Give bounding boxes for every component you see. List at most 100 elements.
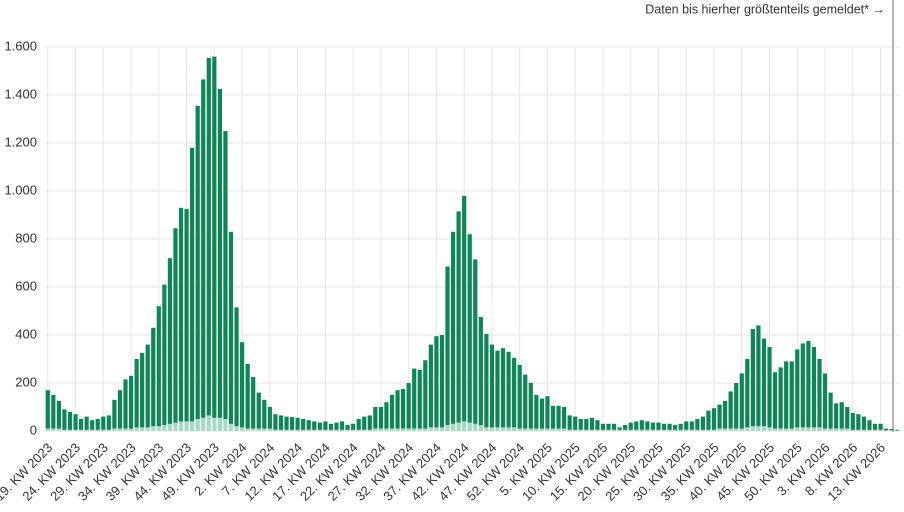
bar-segment	[561, 428, 567, 431]
bar-segment	[639, 429, 644, 431]
bar-segment	[606, 429, 611, 431]
bar-segment	[700, 429, 706, 431]
bar-segment	[384, 402, 389, 429]
bar-segment	[584, 429, 589, 431]
bar-segment	[362, 429, 367, 431]
bar-segment	[62, 409, 67, 430]
y-tick-label: 0	[30, 422, 37, 437]
bar-segment	[417, 369, 422, 429]
bar-segment	[478, 317, 483, 425]
bar-segment	[550, 428, 556, 431]
bar-segment	[828, 428, 833, 431]
bar-segment	[500, 348, 506, 428]
bar-segment	[262, 399, 267, 429]
y-tick-label: 1.400	[4, 86, 37, 101]
bar-segment	[190, 147, 195, 422]
bar-segment	[528, 428, 533, 431]
bar-segment	[889, 429, 894, 431]
bar-segment	[51, 395, 56, 429]
y-tick-label: 1.200	[4, 134, 37, 149]
bar-segment	[528, 383, 533, 429]
bar-segment	[156, 306, 161, 427]
bar-segment	[351, 423, 356, 430]
bar-segment	[489, 344, 495, 428]
bar-segment	[117, 428, 123, 431]
bar-segment	[140, 427, 145, 431]
bar-segment	[795, 427, 800, 431]
bar-segment	[284, 416, 289, 430]
bar-segment	[178, 207, 184, 422]
bar-segment	[606, 423, 611, 430]
bar-segment	[134, 427, 139, 431]
bar-segment	[861, 429, 867, 431]
bar-segment	[495, 427, 500, 431]
bar-segment	[367, 415, 372, 430]
bar-segment	[573, 416, 578, 430]
bar-segment	[56, 428, 61, 431]
bar-segment	[667, 423, 672, 430]
bar-segment	[173, 422, 178, 431]
bar-segment	[306, 420, 311, 430]
bar-segment	[634, 429, 639, 431]
bar-segment	[795, 349, 800, 428]
bar-segment	[595, 429, 600, 431]
bar-segment	[778, 428, 783, 431]
bar-segment	[301, 419, 306, 430]
bar-segment	[262, 428, 267, 431]
bar-segment	[456, 211, 461, 423]
bar-segment	[267, 428, 272, 431]
bar-segment	[589, 429, 594, 431]
bar-segment	[289, 417, 295, 430]
bar-segment	[878, 423, 883, 430]
bar-segment	[695, 419, 700, 430]
bar-segment	[789, 428, 794, 431]
bar-segment	[589, 417, 594, 430]
bar-segment	[184, 209, 189, 422]
bar-segment	[550, 405, 556, 429]
bar-segment	[767, 347, 772, 428]
bar-segment	[800, 343, 805, 428]
bar-segment	[617, 429, 622, 431]
bar-segment	[567, 429, 572, 431]
bar-segment	[201, 417, 206, 431]
bar-segment	[750, 426, 755, 431]
bar-segment	[162, 284, 167, 425]
bar-segment	[856, 429, 861, 431]
bar-segment	[778, 367, 783, 429]
bar-segment	[251, 428, 256, 431]
bar-segment	[284, 429, 289, 431]
bar-segment	[750, 329, 755, 427]
bar-segment	[228, 423, 234, 431]
bar-segment	[162, 425, 167, 431]
bar-segment	[784, 428, 789, 431]
bar-segment	[845, 407, 850, 429]
bar-segment	[156, 426, 161, 431]
bar-segment	[700, 416, 706, 430]
bar-segment	[106, 415, 111, 430]
bar-segment	[839, 428, 844, 431]
bar-segment	[723, 401, 728, 429]
bar-segment	[450, 231, 456, 424]
bar-segment	[545, 428, 550, 431]
bar-segment	[334, 422, 339, 430]
bar-segment	[684, 429, 689, 431]
bar-segment	[650, 429, 656, 431]
bar-segment	[378, 407, 384, 429]
bar-segment	[745, 359, 750, 428]
bar-segment	[573, 429, 578, 431]
bar-segment	[806, 427, 811, 431]
bar-segment	[834, 428, 839, 431]
bar-segment	[600, 429, 606, 431]
bar-segment	[462, 421, 467, 431]
bar-segment	[234, 426, 239, 431]
bar-segment	[295, 429, 300, 431]
bar-segment	[512, 357, 517, 428]
bar-segment	[206, 415, 211, 431]
bar-segment	[661, 423, 667, 430]
bar-segment	[728, 391, 733, 429]
y-tick-label: 200	[15, 374, 37, 389]
bar-segment	[339, 429, 345, 431]
bar-segment	[428, 344, 433, 428]
bar-segment	[628, 422, 633, 430]
